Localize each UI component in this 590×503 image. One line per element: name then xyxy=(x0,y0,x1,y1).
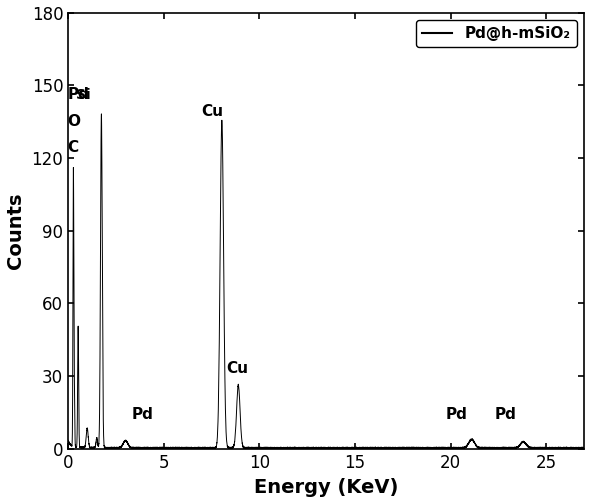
Text: Cu: Cu xyxy=(227,361,248,376)
Text: Pd: Pd xyxy=(132,407,153,422)
Text: O: O xyxy=(67,114,80,129)
Text: Cu: Cu xyxy=(202,104,224,119)
Legend: Pd@h-mSiO₂: Pd@h-mSiO₂ xyxy=(416,20,577,47)
Text: Si: Si xyxy=(77,88,91,102)
Text: Pd: Pd xyxy=(495,407,517,422)
X-axis label: Energy (KeV): Energy (KeV) xyxy=(254,478,398,497)
Text: Pd: Pd xyxy=(445,407,467,422)
Text: Pd: Pd xyxy=(68,87,90,102)
Y-axis label: Counts: Counts xyxy=(5,192,25,269)
Text: C: C xyxy=(67,140,78,155)
